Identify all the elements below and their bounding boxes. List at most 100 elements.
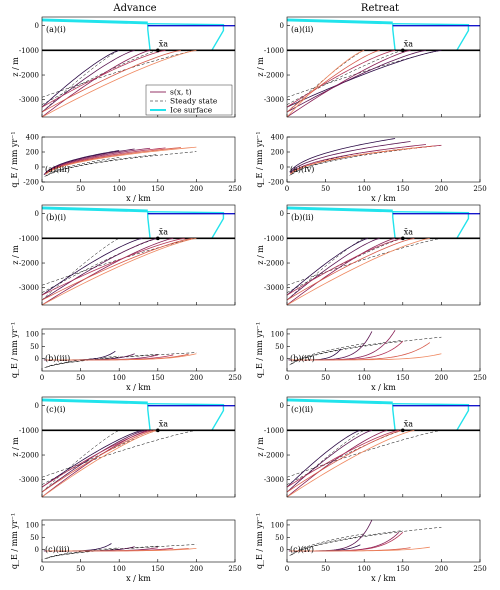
x-tick-label: 200: [435, 374, 448, 382]
panel-label: (a)(ii): [291, 25, 313, 34]
panel-label: (c)(ii): [291, 405, 313, 414]
panel-bii: -1000 -2000 -3000 0 x̃a (b)(ii) z / m: [256, 204, 481, 306]
steady-state-curve: [290, 530, 403, 556]
x-tick-label: 150: [396, 565, 409, 573]
y-tick-label: -1000: [264, 47, 284, 55]
steady-state-curve: [286, 238, 442, 286]
steady-state-curve: [41, 430, 197, 478]
s-profile-curve: [41, 49, 182, 113]
ice-sheet-top: [286, 206, 393, 212]
y-tick-label: 50: [275, 534, 284, 542]
x-tick-label: 250: [473, 374, 486, 382]
steady-state-curve: [289, 533, 365, 557]
panel-label: (c)(iii): [45, 545, 70, 554]
xa-label: x̃a: [404, 39, 414, 48]
y-tick-label: -1000: [19, 427, 39, 435]
panel-aii: -1000 -2000 -3000 0 x̃a (a)(ii) z / m: [256, 16, 481, 118]
y-tick-label: 400: [271, 134, 284, 142]
steady-state-curve: [47, 151, 197, 176]
y-tick-label: -3000: [19, 96, 39, 104]
steady-state-curve: [41, 50, 158, 105]
xa-marker: [401, 48, 405, 53]
y-tick-label: 0: [35, 546, 39, 554]
y-tick-label: 0: [35, 402, 39, 410]
s-profile-curve: [41, 237, 143, 296]
melt-rate-curve: [44, 147, 166, 175]
s-profile-curve: [286, 49, 396, 108]
xa-marker: [156, 236, 160, 241]
s-profile-curve: [286, 49, 442, 108]
y-tick-label: 0: [280, 546, 284, 554]
steady-state-curve: [45, 154, 158, 177]
x-axis-label: x / km: [371, 194, 396, 203]
y-tick-label: 100: [271, 330, 284, 338]
x-tick-label: 100: [358, 185, 371, 193]
y-axis-label: q_E / mm yr⁻¹: [255, 513, 264, 569]
y-axis-label: z / m: [11, 245, 20, 265]
steady-state-curve: [286, 430, 442, 478]
x-tick-label: 200: [435, 565, 448, 573]
panel-label: (c)(iv): [290, 545, 314, 554]
legend-label-s: s(x, t): [170, 88, 192, 97]
s-profile-curve: [41, 49, 120, 108]
y-tick-label: 0: [280, 402, 284, 410]
s-profile-curve: [41, 429, 158, 498]
y-tick-label: 50: [275, 343, 284, 351]
melt-rate-curve: [290, 144, 427, 174]
y-tick-label: 0: [35, 210, 39, 218]
melt-rate-curve: [45, 146, 197, 175]
s-profile-curve: [286, 429, 403, 493]
x-tick-label: 50: [76, 185, 85, 193]
y-tick-label: 0: [35, 164, 39, 172]
s-profile-curve: [41, 237, 193, 301]
y-tick-label: 0: [280, 355, 284, 363]
y-tick-label: -3000: [19, 476, 39, 484]
y-tick-label: -2000: [19, 72, 39, 80]
xa-label: x̃a: [159, 419, 169, 428]
y-axis-label: q_E / mm yr⁻¹: [10, 513, 19, 569]
panel-biii: 0 50 100 150 200 250 0 50 100 (b)(iii) x / km q_E /…: [10, 322, 242, 392]
xa-label: x̃a: [404, 227, 414, 236]
x-axis-label: x / km: [126, 574, 151, 583]
y-tick-label: 0: [280, 22, 284, 30]
y-tick-label: -1000: [19, 47, 39, 55]
s-profile-curve: [41, 237, 158, 301]
x-tick-label: 150: [151, 185, 164, 193]
s-profile-curve: [286, 237, 430, 306]
x-axis-label: x / km: [126, 194, 151, 203]
y-tick-label: -2000: [19, 452, 39, 460]
y-tick-label: 200: [26, 149, 39, 157]
s-profile-curve: [286, 237, 369, 296]
panel-bi: -1000 -2000 -3000 0 x̃a (b)(i) z / m: [11, 204, 236, 306]
melt-rate-curve: [290, 353, 442, 361]
x-tick-label: 50: [321, 565, 330, 573]
x-tick-label: 250: [228, 185, 241, 193]
plot-frame: [41, 204, 236, 306]
plot-frame: [286, 16, 481, 118]
x-tick-label: 150: [396, 374, 409, 382]
s-profile-curve: [41, 237, 174, 306]
y-tick-label: 200: [271, 149, 284, 157]
panel-biv: 0 50 100 150 200 250 0 50 100 (b)(iv) x / km q_E / …: [255, 322, 487, 392]
x-tick-label: 200: [190, 374, 203, 382]
s-profile-curve: [286, 429, 373, 493]
steady-state-curve: [41, 50, 120, 113]
xa-label: x̃a: [404, 419, 414, 428]
x-tick-label: 50: [321, 374, 330, 382]
panel-ci: -1000 -2000 -3000 0 x̃a (c)(i) z / m: [11, 396, 236, 498]
ice-sheet-top: [41, 206, 148, 212]
s-profile-curve: [286, 429, 415, 498]
y-axis-label: z / m: [11, 437, 20, 457]
panel-label: (b)(i): [46, 213, 66, 222]
x-tick-label: 250: [473, 565, 486, 573]
xa-marker: [401, 236, 405, 241]
y-tick-label: -2000: [19, 260, 39, 268]
s-profile-curve: [41, 237, 185, 296]
x-axis-label: x / km: [371, 574, 396, 583]
x-tick-label: 50: [76, 565, 85, 573]
xa-marker: [156, 48, 160, 53]
y-tick-label: -2000: [264, 72, 284, 80]
plot-frame: [41, 519, 236, 563]
